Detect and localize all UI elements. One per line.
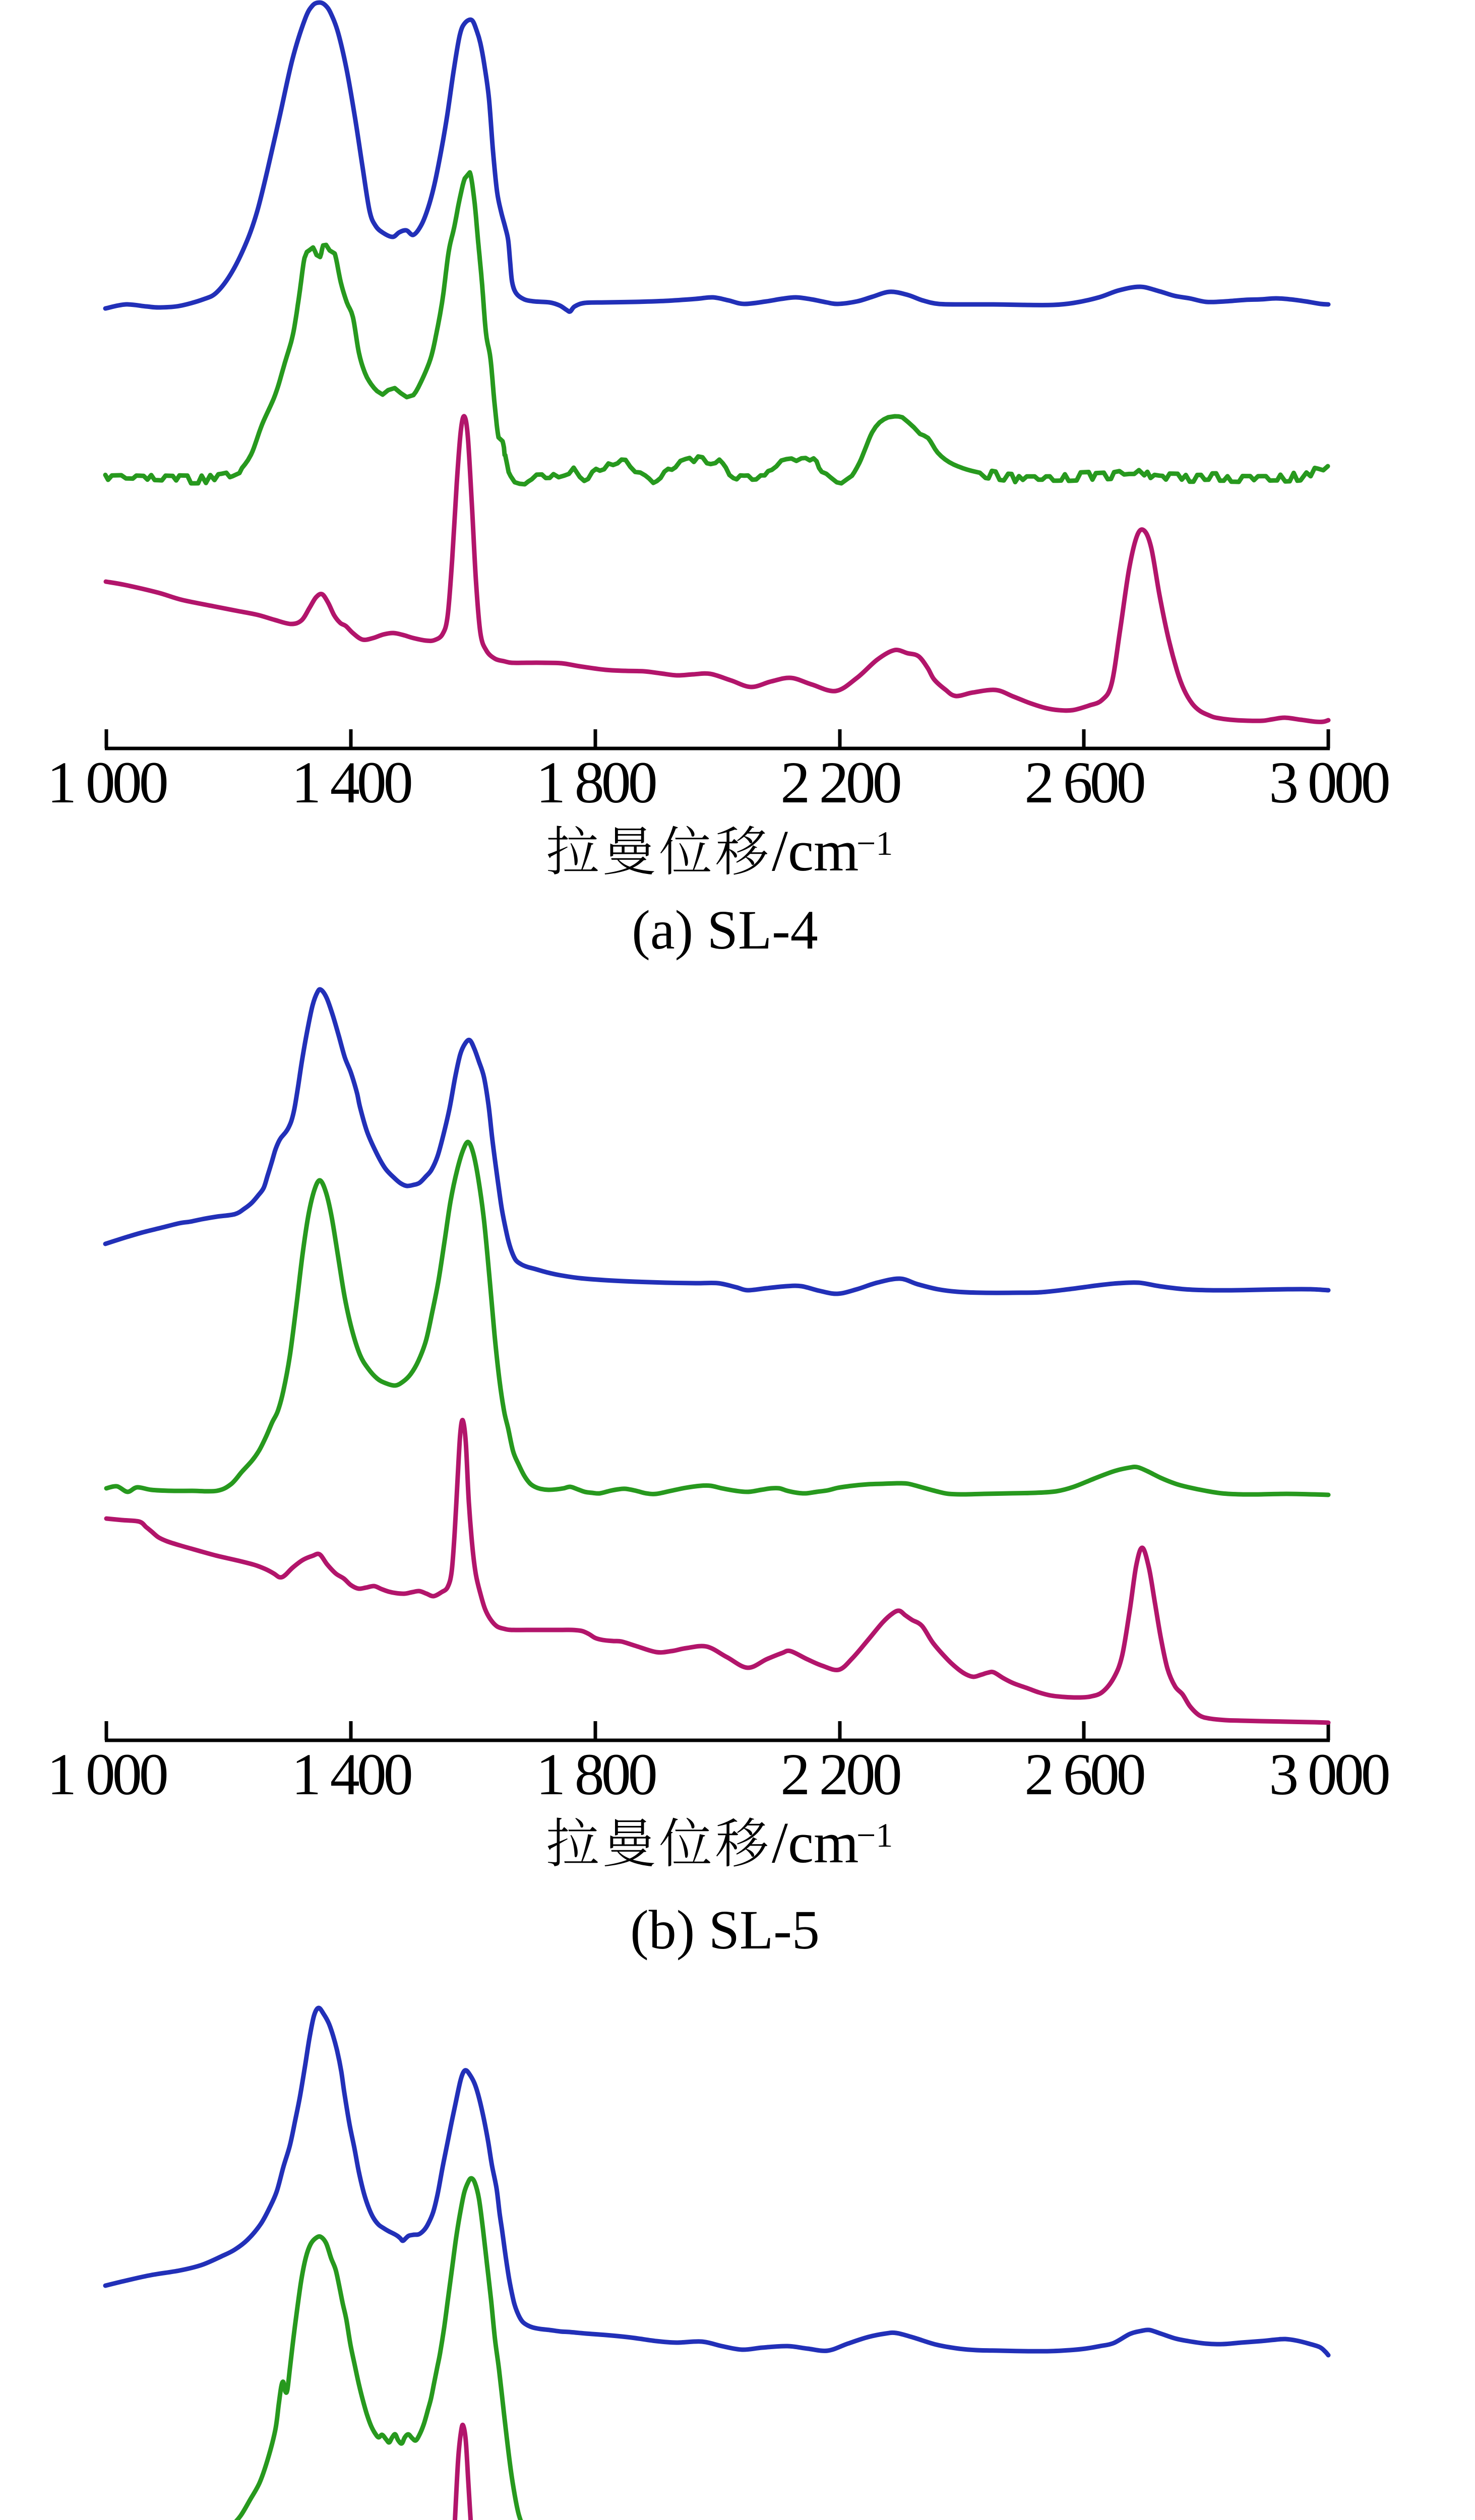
svg-text:2 200: 2 200 [780, 1741, 900, 1807]
svg-text:2 600: 2 600 [1024, 749, 1144, 815]
svg-text:(b) SL-5: (b) SL-5 [630, 1899, 820, 1961]
svg-text:2 200: 2 200 [780, 749, 900, 815]
svg-text:−1: −1 [856, 824, 893, 862]
svg-text:1 000: 1 000 [47, 1741, 167, 1807]
svg-text:1 400: 1 400 [291, 749, 411, 815]
svg-text:1 400: 1 400 [291, 1741, 411, 1807]
svg-text:1 800: 1 800 [536, 1741, 656, 1807]
svg-text:1 800: 1 800 [536, 749, 656, 815]
svg-text:1 000: 1 000 [47, 749, 167, 815]
svg-text:3 000: 3 000 [1269, 749, 1389, 815]
svg-text:/cm: /cm [772, 1811, 858, 1875]
svg-text:2 600: 2 600 [1024, 1741, 1144, 1807]
svg-text:(a) SL-4: (a) SL-4 [632, 899, 818, 961]
svg-text:3 000: 3 000 [1269, 1741, 1389, 1807]
svg-text:/cm: /cm [772, 819, 858, 883]
svg-text:−1: −1 [856, 1816, 893, 1854]
